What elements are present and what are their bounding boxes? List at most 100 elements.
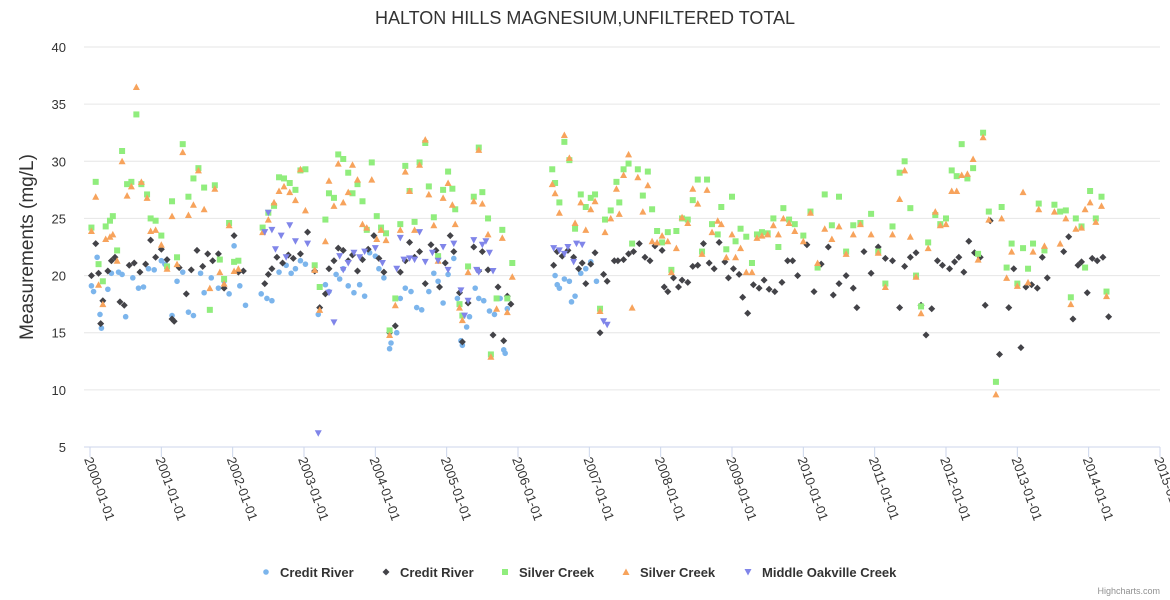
data-point[interactable] — [259, 224, 266, 231]
data-point[interactable] — [288, 270, 294, 277]
data-point[interactable] — [678, 213, 686, 221]
legend-label[interactable]: Credit River — [280, 565, 354, 580]
data-point[interactable] — [896, 169, 903, 176]
data-point[interactable] — [373, 235, 381, 243]
data-point[interactable] — [92, 178, 99, 185]
data-point[interactable] — [127, 182, 135, 190]
data-point[interactable] — [791, 221, 798, 228]
data-point[interactable] — [928, 305, 936, 313]
data-point[interactable] — [105, 286, 111, 293]
data-point[interactable] — [402, 285, 409, 291]
data-point[interactable] — [304, 240, 312, 248]
data-point[interactable] — [281, 175, 288, 182]
data-point[interactable] — [336, 253, 344, 260]
data-point[interactable] — [225, 221, 233, 229]
data-point[interactable] — [411, 226, 419, 233]
data-point[interactable] — [814, 264, 821, 271]
data-point[interactable] — [842, 272, 850, 280]
data-point[interactable] — [901, 166, 909, 174]
data-point[interactable] — [489, 331, 497, 339]
data-point[interactable] — [130, 275, 136, 281]
data-point[interactable] — [582, 204, 589, 210]
data-point[interactable] — [555, 247, 563, 254]
data-point[interactable] — [778, 278, 786, 286]
legend-label[interactable]: Silver Creek — [519, 565, 595, 580]
data-point[interactable] — [1030, 240, 1037, 247]
data-point[interactable] — [99, 278, 106, 285]
legend-symbol[interactable] — [382, 568, 390, 576]
data-point[interactable] — [391, 322, 399, 330]
data-point[interactable] — [769, 221, 777, 229]
data-point[interactable] — [1081, 205, 1089, 213]
data-point[interactable] — [965, 237, 973, 245]
data-point[interactable] — [729, 265, 737, 273]
data-point[interactable] — [1008, 248, 1016, 255]
data-point[interactable] — [620, 171, 628, 179]
data-point[interactable] — [717, 220, 725, 228]
data-point[interactable] — [130, 259, 138, 267]
data-point[interactable] — [445, 168, 452, 175]
data-point[interactable] — [644, 181, 652, 189]
data-point[interactable] — [132, 83, 140, 91]
data-point[interactable] — [163, 256, 171, 264]
data-point[interactable] — [451, 255, 457, 262]
data-point[interactable] — [94, 254, 100, 261]
data-point[interactable] — [1067, 300, 1075, 308]
legend-symbol[interactable] — [502, 569, 508, 575]
data-point[interactable] — [658, 232, 666, 239]
data-point[interactable] — [147, 215, 154, 222]
data-point[interactable] — [1057, 208, 1064, 215]
data-point[interactable] — [1035, 200, 1042, 207]
data-point[interactable] — [493, 295, 500, 302]
data-point[interactable] — [979, 133, 987, 141]
data-point[interactable] — [425, 190, 433, 198]
data-point[interactable] — [587, 205, 595, 213]
data-point[interactable] — [549, 166, 556, 173]
data-point[interactable] — [321, 237, 329, 245]
data-point[interactable] — [315, 311, 322, 318]
data-point[interactable] — [1008, 240, 1015, 247]
data-point[interactable] — [770, 215, 777, 222]
data-point[interactable] — [386, 345, 393, 352]
data-point[interactable] — [867, 230, 875, 238]
legend-item[interactable]: Silver Creek — [502, 565, 595, 580]
data-point[interactable] — [354, 176, 361, 183]
data-point[interactable] — [670, 274, 678, 282]
data-point[interactable] — [1043, 274, 1051, 282]
data-point[interactable] — [373, 213, 380, 220]
data-point[interactable] — [322, 281, 329, 288]
data-point[interactable] — [206, 284, 214, 292]
data-point[interactable] — [393, 265, 401, 273]
data-point[interactable] — [296, 250, 304, 258]
data-point[interactable] — [392, 295, 399, 302]
data-point[interactable] — [1082, 264, 1089, 271]
data-point[interactable] — [560, 250, 568, 258]
data-point[interactable] — [286, 188, 294, 196]
data-point[interactable] — [1019, 188, 1027, 196]
data-point[interactable] — [276, 174, 283, 181]
data-point[interactable] — [199, 262, 207, 270]
data-point[interactable] — [635, 240, 643, 248]
data-point[interactable] — [582, 265, 589, 272]
data-point[interactable] — [430, 214, 437, 221]
data-point[interactable] — [1103, 288, 1110, 295]
data-point[interactable] — [648, 237, 656, 245]
data-point[interactable] — [565, 154, 573, 161]
data-point[interactable] — [577, 270, 584, 277]
data-point[interactable] — [784, 257, 792, 265]
data-point[interactable] — [653, 238, 661, 246]
data-point[interactable] — [771, 288, 779, 296]
data-point[interactable] — [948, 187, 956, 195]
data-point[interactable] — [918, 303, 925, 310]
data-point[interactable] — [311, 266, 319, 273]
data-point[interactable] — [97, 311, 103, 318]
data-point[interactable] — [464, 268, 472, 276]
data-point[interactable] — [494, 283, 502, 291]
data-point[interactable] — [119, 148, 126, 154]
data-point[interactable] — [564, 244, 572, 251]
data-point[interactable] — [896, 304, 904, 312]
data-point[interactable] — [748, 260, 755, 266]
data-point[interactable] — [578, 241, 586, 249]
data-point[interactable] — [1098, 193, 1105, 200]
data-point[interactable] — [958, 141, 965, 148]
